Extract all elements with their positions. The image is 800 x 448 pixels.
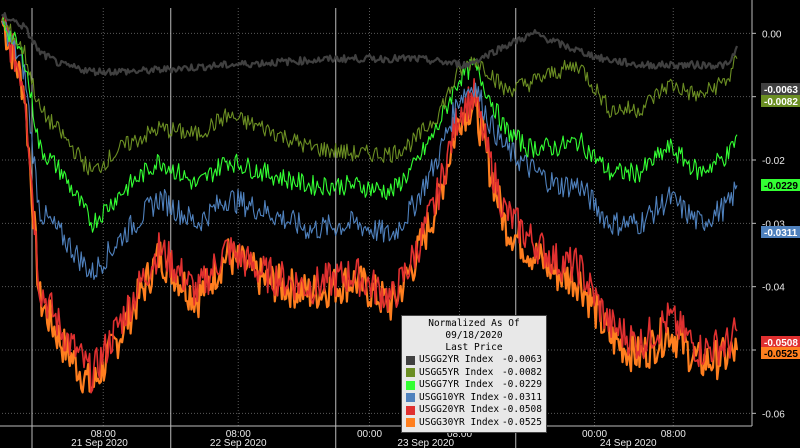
legend-rows: USGG2YR Index -0.0063 USGG5YR Index -0.0082…: [406, 354, 542, 429]
legend-last-value: -0.0082: [501, 366, 542, 378]
legend-series-name: USGG2YR Index: [419, 354, 494, 365]
value-label: -0.0063: [764, 85, 798, 96]
y-tick-label: -0.02: [762, 156, 785, 167]
x-day-label: 21 Sep 2020: [71, 438, 128, 448]
x-tick-label: 08:00: [447, 429, 472, 440]
legend-series-name: USGG30YR Index: [419, 416, 500, 428]
value-label: -0.0525: [764, 349, 798, 360]
value-label-box: [761, 347, 800, 359]
value-label: -0.0311: [764, 228, 798, 239]
x-tick-label: 08:00: [661, 429, 686, 440]
x-tick-label: 08:00: [91, 429, 116, 440]
legend-swatch: [406, 405, 415, 415]
value-label-box: [761, 83, 800, 95]
series-line-usgg2yr: [1, 12, 739, 77]
legend-item: USGG7YR Index -0.0229: [406, 379, 542, 392]
legend-subtitle: Last Price: [445, 342, 503, 353]
value-label: -0.0082: [764, 97, 798, 108]
value-label-box: [761, 179, 800, 191]
value-label-box: [761, 95, 800, 107]
legend-swatch: [406, 393, 415, 403]
value-label-box: [761, 226, 800, 238]
legend-last-value: -0.0525: [501, 416, 542, 428]
series-line-usgg20yr: [1, 14, 738, 394]
x-day-label: 23 Sep 2020: [397, 438, 454, 448]
legend-swatch: [406, 368, 415, 378]
legend-title: Normalized As Of 09/18/2020: [428, 318, 520, 341]
legend-series-name: USGG20YR Index: [419, 404, 500, 415]
y-tick-label: 0.00: [762, 29, 782, 40]
legend-series-name: USGG10YR Index: [419, 391, 500, 403]
value-label: -0.0508: [764, 338, 798, 349]
legend-item: USGG20YR Index -0.0508: [406, 404, 542, 417]
legend-swatch: [406, 355, 415, 365]
y-tick-label: -0.03: [762, 219, 785, 230]
legend-swatch: [406, 380, 415, 390]
legend-item: USGG2YR Index -0.0063: [406, 354, 542, 367]
legend-last-value: -0.0508: [501, 404, 542, 415]
legend-last-value: -0.0063: [501, 354, 542, 365]
legend-last-value: -0.0229: [501, 379, 542, 390]
legend-item: USGG10YR Index -0.0311: [406, 392, 542, 405]
y-tick-label: -0.04: [762, 283, 785, 294]
legend-series-name: USGG7YR Index: [419, 379, 494, 390]
series-line-usgg7yr: [1, 17, 738, 233]
value-label: -0.0229: [764, 181, 798, 192]
legend-last-value: -0.0311: [501, 391, 542, 403]
x-tick-label: 08:00: [226, 429, 251, 440]
series-line-usgg5yr: [1, 18, 738, 176]
legend-item: USGG5YR Index -0.0082: [406, 367, 542, 380]
x-day-label: 24 Sep 2020: [600, 438, 657, 448]
series-line-usgg10yr: [1, 20, 738, 280]
legend-item: USGG30YR Index -0.0525: [406, 417, 542, 430]
right-value-labels: -0.0063-0.0082 -0.0229 -0.0311 -0.0508-0.05…: [761, 83, 800, 360]
legend: Normalized As Of 09/18/2020 Last Price U…: [401, 315, 547, 433]
legend-series-name: USGG5YR Index: [419, 366, 494, 378]
series-lines: [0, 12, 739, 394]
x-tick-label: 00:00: [582, 429, 607, 440]
x-day-label: 22 Sep 2020: [210, 438, 267, 448]
value-label-box: [761, 336, 800, 348]
legend-swatch: [406, 418, 415, 428]
y-tick-label: -0.06: [762, 409, 785, 420]
x-tick-label: 00:00: [357, 429, 382, 440]
